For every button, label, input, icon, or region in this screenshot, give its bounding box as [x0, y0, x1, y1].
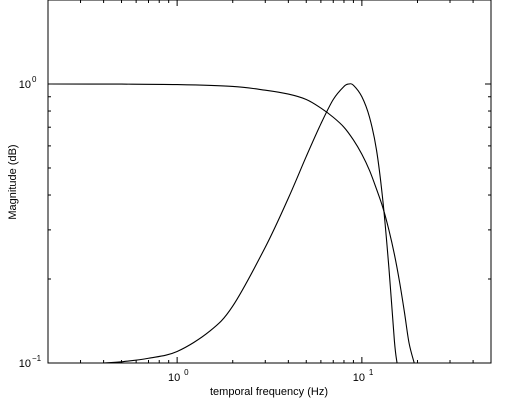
plot-area — [47, 0, 492, 364]
series — [47, 83, 415, 364]
y-tick-label-exponent: 0 — [32, 75, 37, 84]
y-tick-label-exponent: −1 — [32, 354, 42, 363]
y-tick-label: 10 — [19, 358, 31, 370]
series-line-1 — [47, 83, 415, 364]
ticks — [47, 0, 492, 364]
x-tick-label: 10 — [353, 372, 365, 384]
tick-labels: 10 0 10 110 −110 0 — [19, 75, 374, 384]
series-line-2 — [103, 83, 398, 364]
y-axis-title: Magnitude (dB) — [7, 144, 19, 219]
x-axis-title: temporal frequency (Hz) — [210, 386, 328, 398]
x-tick-label: 10 — [168, 372, 180, 384]
y-tick-label: 10 — [19, 79, 31, 91]
x-tick-label-exponent: 1 — [369, 368, 374, 377]
x-tick-label-exponent: 0 — [184, 368, 189, 377]
